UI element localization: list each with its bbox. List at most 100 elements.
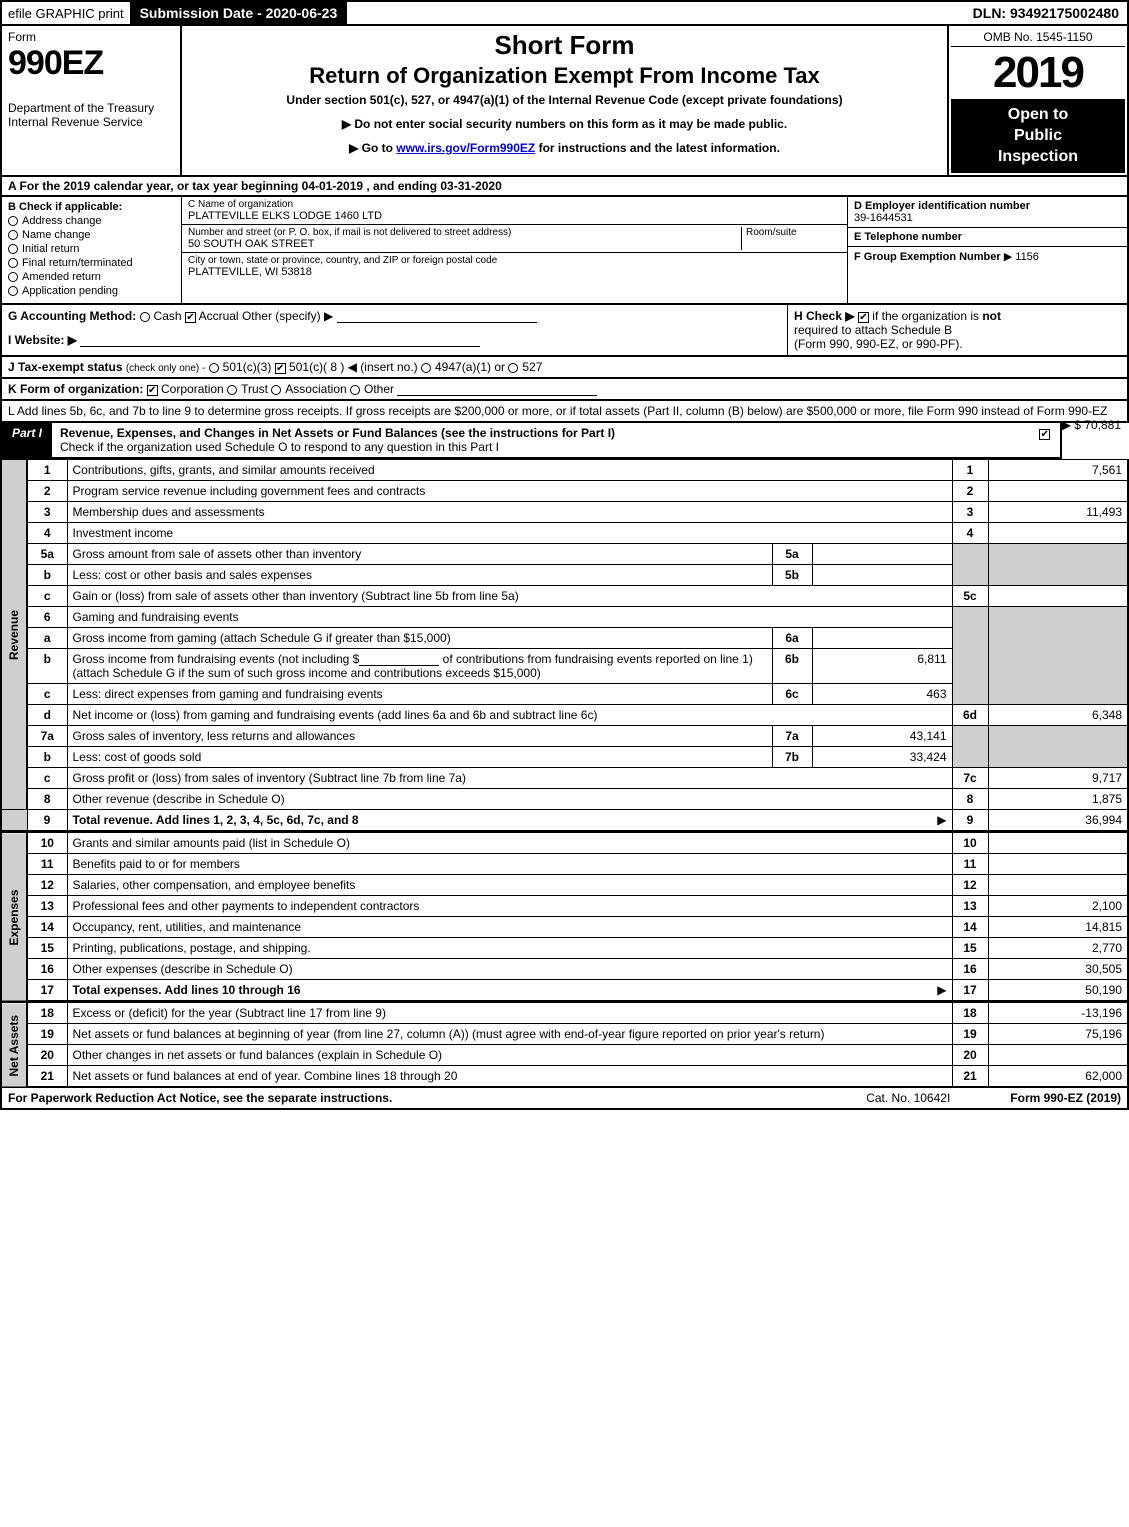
part-1-schedule-o-checkbox[interactable] (1039, 429, 1050, 440)
final-return-checkbox[interactable] (8, 258, 18, 268)
e-label: E Telephone number (854, 231, 1121, 243)
street-address: 50 SOUTH OAK STREET (188, 238, 741, 250)
addr-change-checkbox[interactable] (8, 216, 18, 226)
4947-checkbox[interactable] (421, 363, 431, 373)
instr-ssn: ▶ Do not enter social security numbers o… (192, 117, 937, 131)
line-6d-amount: 6,348 (988, 705, 1128, 726)
part-1-label: Part I (2, 423, 52, 457)
section-l: L Add lines 5b, 6c, and 7b to line 9 to … (0, 401, 1129, 423)
header-center: Short Form Return of Organization Exempt… (182, 26, 947, 175)
line-7c-amount: 9,717 (988, 768, 1128, 789)
revenue-side-label: Revenue (1, 460, 27, 810)
cat-no: Cat. No. 10642I (866, 1091, 1010, 1105)
h-checkbox[interactable] (858, 312, 869, 323)
line-19-amount: 75,196 (988, 1024, 1128, 1045)
section-c: C Name of organization PLATTEVILLE ELKS … (182, 197, 847, 303)
omb-number: OMB No. 1545-1150 (951, 28, 1125, 47)
other-method-input[interactable] (337, 311, 537, 323)
accrual-checkbox[interactable] (185, 312, 196, 323)
form-word: Form (8, 30, 174, 44)
room-suite-label: Room/suite (741, 227, 841, 250)
section-j: J Tax-exempt status (check only one) - 5… (0, 357, 1129, 379)
line-17-amount: 50,190 (988, 980, 1128, 1002)
line-7a-subval: 43,141 (812, 726, 952, 747)
revenue-table: Revenue 1 Contributions, gifts, grants, … (0, 459, 1129, 832)
expenses-side-label: Expenses (1, 833, 27, 1002)
section-g: G Accounting Method: Cash Accrual Other … (2, 305, 787, 355)
trust-checkbox[interactable] (227, 385, 237, 395)
line-3-amount: 11,493 (988, 502, 1128, 523)
irs-link[interactable]: www.irs.gov/Form990EZ (396, 141, 535, 155)
section-k: K Form of organization: Corporation Trus… (0, 379, 1129, 401)
501c3-checkbox[interactable] (209, 363, 219, 373)
header-right: OMB No. 1545-1150 2019 Open to Public In… (947, 26, 1127, 175)
other-org-checkbox[interactable] (350, 385, 360, 395)
i-label: I Website: ▶ (8, 333, 77, 347)
dept-treasury: Department of the Treasury (8, 101, 174, 115)
net-assets-table: Net Assets 18 Excess or (deficit) for th… (0, 1002, 1129, 1088)
form-990ez-label: Form 990-EZ (2019) (1010, 1091, 1121, 1105)
instr-goto: ▶ Go to www.irs.gov/Form990EZ for instru… (192, 141, 937, 155)
d-label: D Employer identification number (854, 200, 1121, 212)
paperwork-notice: For Paperwork Reduction Act Notice, see … (8, 1091, 392, 1105)
6b-contrib-input[interactable] (359, 654, 439, 666)
short-form-title: Short Form (192, 30, 937, 61)
amended-checkbox[interactable] (8, 272, 18, 282)
website-input[interactable] (80, 335, 480, 347)
city-label: City or town, state or province, country… (188, 255, 841, 266)
form-header: Form 990EZ Department of the Treasury In… (0, 26, 1129, 177)
tax-year: 2019 (951, 47, 1125, 99)
other-org-input[interactable] (397, 384, 597, 396)
line-7b-subval: 33,424 (812, 747, 952, 768)
line-21-amount: 62,000 (988, 1066, 1128, 1088)
form-number: 990EZ (8, 44, 174, 83)
top-bar: efile GRAPHIC print Submission Date - 20… (0, 0, 1129, 26)
ein: 39-1644531 (854, 212, 1121, 224)
cash-checkbox[interactable] (140, 312, 150, 322)
corp-checkbox[interactable] (147, 385, 158, 396)
line-2-amount (988, 481, 1128, 502)
city-state-zip: PLATTEVILLE, WI 53818 (188, 266, 841, 278)
f-label: F Group Exemption Number (854, 251, 1001, 263)
line-5c-amount (988, 586, 1128, 607)
line-5a-subval (812, 544, 952, 565)
row-gh: G Accounting Method: Cash Accrual Other … (0, 305, 1129, 357)
group-exemption-number: ▶ 1156 (1004, 251, 1039, 263)
line-6a-subval (812, 628, 952, 649)
street-label: Number and street (or P. O. box, if mail… (188, 227, 741, 238)
527-checkbox[interactable] (508, 363, 518, 373)
line-14-amount: 14,815 (988, 917, 1128, 938)
netassets-side-label: Net Assets (1, 1003, 27, 1088)
name-change-checkbox[interactable] (8, 230, 18, 240)
line-1-amount: 7,561 (988, 460, 1128, 481)
efile-label[interactable]: efile GRAPHIC print (2, 4, 130, 23)
assoc-checkbox[interactable] (271, 385, 281, 395)
line-9-amount: 36,994 (988, 810, 1128, 832)
501c-checkbox[interactable] (275, 363, 286, 374)
gross-receipts-amount: ▶ $ 70,881 (1062, 418, 1121, 432)
initial-return-checkbox[interactable] (8, 244, 18, 254)
line-18-amount: -13,196 (988, 1003, 1128, 1024)
expenses-table: Expenses 10 Grants and similar amounts p… (0, 832, 1129, 1002)
line-16-amount: 30,505 (988, 959, 1128, 980)
line-12-amount (988, 875, 1128, 896)
line-6c-subval: 463 (812, 684, 952, 705)
line-15-amount: 2,770 (988, 938, 1128, 959)
section-h: H Check ▶ if the organization is not req… (787, 305, 1127, 355)
instr2-pre: ▶ Go to (349, 141, 396, 155)
org-name: PLATTEVILLE ELKS LODGE 1460 LTD (188, 210, 841, 222)
app-pending-checkbox[interactable] (8, 286, 18, 296)
c-name-label: C Name of organization (188, 199, 841, 210)
line-11-amount (988, 854, 1128, 875)
line-8-amount: 1,875 (988, 789, 1128, 810)
part-1-header: Part I Revenue, Expenses, and Changes in… (0, 423, 1062, 459)
section-b: B Check if applicable: Address change Na… (2, 197, 182, 303)
section-def: D Employer identification number 39-1644… (847, 197, 1127, 303)
line-5b-subval (812, 565, 952, 586)
submission-date: Submission Date - 2020-06-23 (130, 2, 348, 24)
page-footer: For Paperwork Reduction Act Notice, see … (0, 1088, 1129, 1110)
header-left: Form 990EZ Department of the Treasury In… (2, 26, 182, 175)
line-6b-subval: 6,811 (812, 649, 952, 684)
b-label: B Check if applicable: (8, 201, 175, 213)
part-1-title: Revenue, Expenses, and Changes in Net As… (52, 423, 1030, 457)
